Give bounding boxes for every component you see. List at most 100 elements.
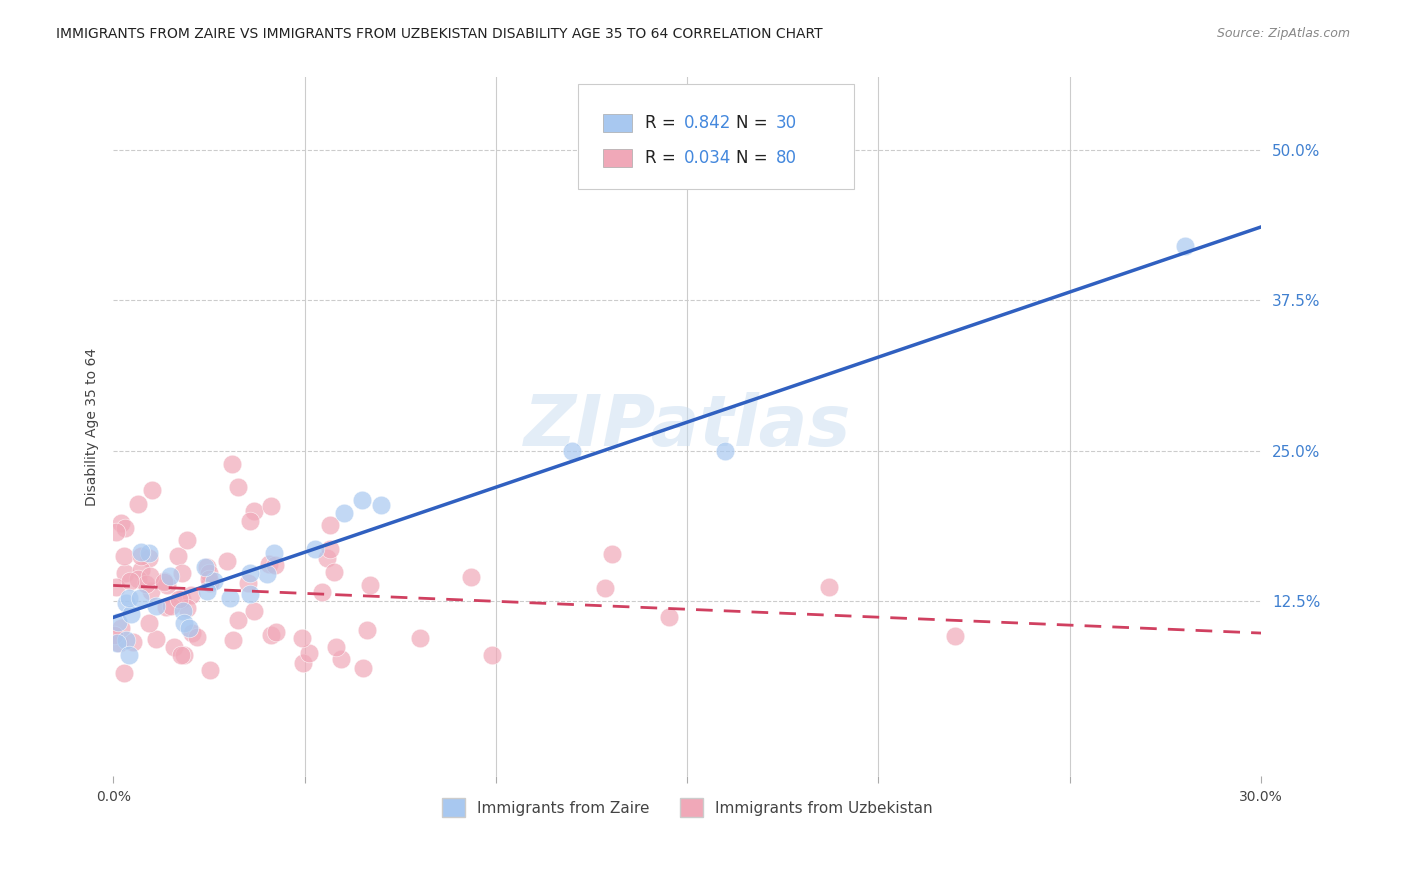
Point [218, 591, 240, 605]
Point [138, 546, 160, 560]
Point [170, 648, 193, 662]
Point [103, 628, 125, 642]
Point [460, 570, 482, 584]
Point [172, 604, 194, 618]
Point [155, 600, 177, 615]
Point [120, 607, 142, 621]
Point [318, 518, 340, 533]
Point [202, 574, 225, 588]
Point [127, 572, 149, 586]
Point [315, 550, 337, 565]
Point [198, 572, 221, 586]
Point [239, 587, 262, 601]
Point [217, 554, 239, 568]
Point [176, 601, 198, 615]
Point [714, 443, 737, 458]
Point [139, 568, 162, 582]
Point [370, 498, 392, 512]
Point [180, 588, 202, 602]
Point [200, 663, 222, 677]
Text: IMMIGRANTS FROM ZAIRE VS IMMIGRANTS FROM UZBEKISTAN DISABILITY AGE 35 TO 64 CORR: IMMIGRANTS FROM ZAIRE VS IMMIGRANTS FROM… [56, 27, 823, 41]
Text: 0.034: 0.034 [683, 149, 731, 167]
Point [304, 542, 326, 557]
Point [139, 583, 162, 598]
Point [943, 629, 966, 643]
Point [593, 581, 616, 595]
Point [141, 483, 163, 497]
Point [221, 458, 243, 472]
Point [818, 580, 841, 594]
Point [138, 615, 160, 630]
Point [260, 499, 283, 513]
Text: R =: R = [645, 149, 681, 167]
Point [1174, 239, 1197, 253]
Point [163, 640, 186, 654]
Point [173, 615, 195, 630]
Point [172, 566, 194, 580]
Y-axis label: Disability Age 35 to 64: Disability Age 35 to 64 [86, 348, 100, 506]
Point [122, 635, 145, 649]
Point [198, 566, 221, 580]
Point [197, 584, 219, 599]
Point [115, 632, 138, 647]
Point [658, 610, 681, 624]
Point [152, 574, 174, 589]
Point [243, 504, 266, 518]
Point [325, 640, 347, 654]
Point [108, 636, 131, 650]
Point [256, 567, 278, 582]
Point [176, 533, 198, 547]
Point [138, 550, 160, 565]
Point [155, 577, 177, 591]
Point [350, 493, 373, 508]
Point [167, 591, 190, 606]
Point [118, 574, 141, 589]
Point [170, 592, 193, 607]
Point [186, 630, 208, 644]
Text: 0.842: 0.842 [683, 114, 731, 132]
Point [311, 585, 333, 599]
Point [153, 575, 176, 590]
Point [409, 631, 432, 645]
Point [107, 615, 129, 630]
Point [112, 549, 135, 563]
Point [260, 628, 283, 642]
Point [263, 546, 285, 560]
Point [243, 604, 266, 618]
Point [291, 632, 314, 646]
Point [236, 576, 259, 591]
Point [298, 646, 321, 660]
Point [319, 542, 342, 557]
Text: 30: 30 [776, 114, 797, 132]
Point [112, 665, 135, 680]
Point [129, 544, 152, 558]
Point [257, 557, 280, 571]
Point [198, 576, 221, 591]
Point [352, 661, 374, 675]
Text: N =: N = [737, 114, 773, 132]
FancyBboxPatch shape [603, 149, 633, 167]
Point [114, 566, 136, 580]
Point [226, 480, 249, 494]
Point [226, 613, 249, 627]
Text: N =: N = [737, 149, 773, 167]
Point [332, 506, 354, 520]
Point [159, 569, 181, 583]
Point [118, 591, 141, 605]
Text: Source: ZipAtlas.com: Source: ZipAtlas.com [1216, 27, 1350, 40]
Point [145, 632, 167, 647]
Point [167, 549, 190, 564]
Point [135, 577, 157, 591]
Point [181, 626, 204, 640]
Point [239, 514, 262, 528]
Point [323, 565, 346, 579]
Point [110, 516, 132, 531]
Point [129, 563, 152, 577]
Point [330, 652, 353, 666]
Point [600, 547, 623, 561]
Point [114, 521, 136, 535]
Point [195, 560, 218, 574]
Point [117, 648, 139, 662]
Text: 80: 80 [776, 149, 797, 167]
Point [173, 648, 195, 662]
